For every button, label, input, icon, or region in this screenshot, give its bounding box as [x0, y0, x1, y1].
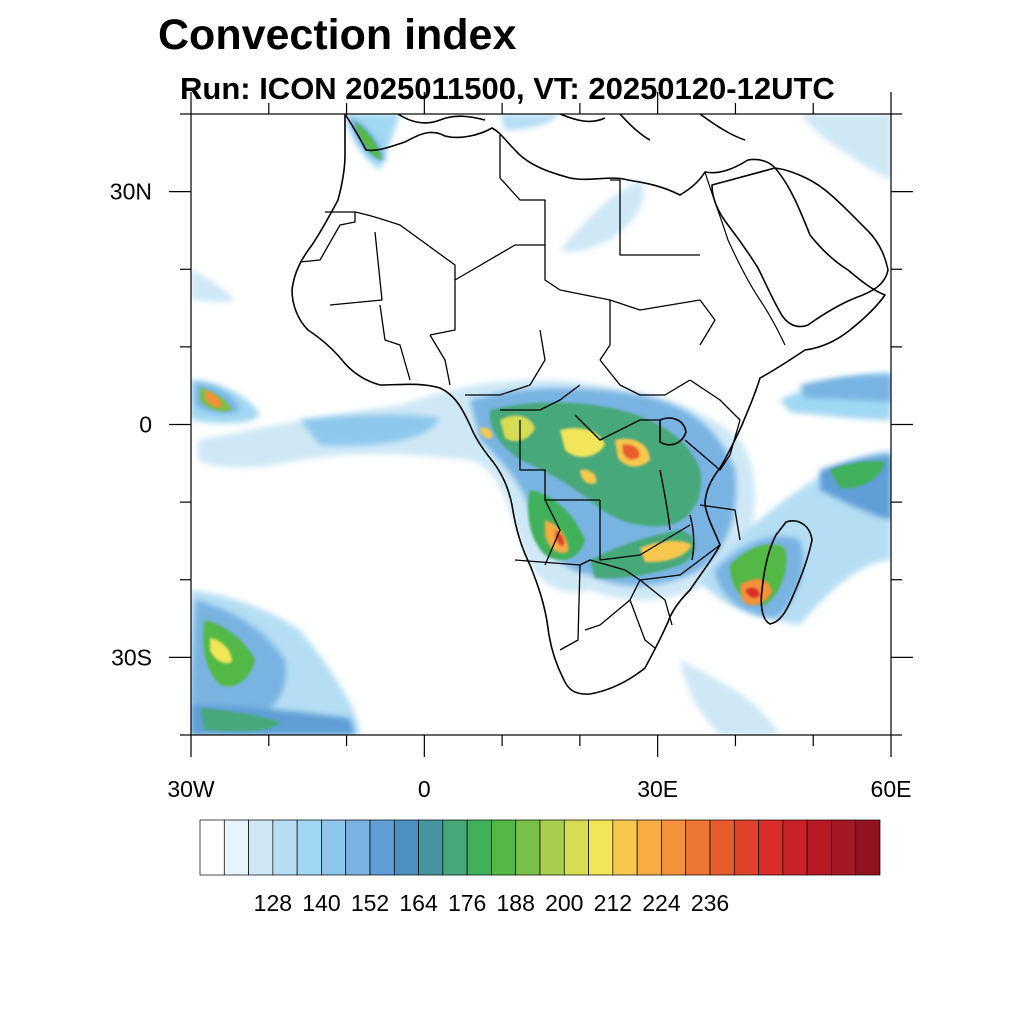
colorbar-swatch [855, 819, 881, 876]
field-hot [500, 415, 535, 442]
colorbar-swatch [612, 819, 638, 876]
lake-malawi [689, 514, 695, 561]
colorbar-swatch [539, 819, 565, 876]
colorbar-label: 128 [254, 890, 292, 916]
colorbar-swatch [321, 819, 347, 876]
field-hot [640, 540, 692, 563]
colorbar-label: 140 [302, 890, 340, 916]
colorbar-label: 224 [642, 890, 681, 916]
field-hot [480, 427, 493, 439]
lon-label: 0 [418, 776, 431, 802]
colorbar-swatch [248, 819, 274, 876]
field-hot [210, 638, 232, 664]
field-hot [622, 444, 640, 460]
field-hot [745, 587, 760, 598]
colorbar-swatch [272, 819, 298, 876]
colorbar-swatch [588, 819, 614, 876]
colorbar-label: 152 [351, 890, 389, 916]
colorbar-swatch [758, 819, 784, 876]
lat-label: 30N [110, 179, 152, 205]
arabia-coastline [711, 167, 889, 328]
field-envelope [560, 180, 644, 252]
field-hot [560, 428, 605, 457]
colorbar-swatch [515, 819, 541, 876]
lon-label: 30W [167, 776, 215, 802]
field-green [528, 490, 585, 560]
latitude-labels: 30N 0 30S [110, 179, 152, 671]
colorbar-swatch [733, 819, 759, 876]
madagascar-coastline [760, 520, 813, 625]
lon-label: 30E [637, 776, 678, 802]
colorbar-swatch [393, 819, 419, 876]
colorbar-label: 236 [691, 890, 729, 916]
lat-label: 0 [139, 412, 152, 438]
field-mid [300, 414, 440, 446]
colorbar-swatch [345, 819, 371, 876]
colorbar-swatch [466, 819, 492, 876]
lon-label: 60E [871, 776, 912, 802]
lat-label: 30S [111, 644, 152, 670]
field-envelope [500, 114, 560, 130]
field-green [200, 708, 280, 732]
country-borders [299, 135, 741, 651]
colorbar-swatch [442, 819, 468, 876]
field-green [489, 402, 701, 527]
colorbar-labels: 128 140 152 164 176 188 200 212 224 236 [254, 890, 730, 916]
coastlines-and-borders [291, 114, 889, 695]
axis-ticks [169, 92, 913, 757]
europe-coastline [397, 114, 746, 141]
lake-victoria [659, 417, 687, 446]
colorbar-label: 200 [545, 890, 583, 916]
convection-field [191, 114, 891, 735]
colorbar-swatch [806, 819, 832, 876]
colorbar-swatch [636, 819, 662, 876]
africa-coastline [291, 114, 886, 695]
red-sea [704, 171, 786, 346]
field-envelope [800, 114, 891, 180]
colorbar-swatch [831, 819, 857, 876]
colorbar [199, 819, 881, 876]
lake-tanganyika [659, 469, 671, 531]
colorbar-swatch [563, 819, 589, 876]
colorbar-label: 212 [594, 890, 632, 916]
colorbar-swatch [661, 819, 687, 876]
field-mid [800, 375, 891, 402]
colorbar-swatch [491, 819, 517, 876]
field-green [830, 461, 885, 489]
longitude-labels: 30W 0 30E 60E [167, 776, 911, 802]
field-envelope [680, 660, 780, 735]
colorbar-swatch [709, 819, 735, 876]
colorbar-swatch [296, 819, 322, 876]
field-hot [580, 469, 597, 484]
field-hot [555, 530, 565, 547]
field-envelope [191, 270, 235, 303]
colorbar-swatch [782, 819, 808, 876]
chart-subtitle: Run: ICON 2025011500, VT: 20250120-12UTC [180, 71, 835, 106]
colorbar-label: 164 [399, 890, 438, 916]
colorbar-label: 176 [448, 890, 486, 916]
colorbar-swatch [418, 819, 444, 876]
field-hot [205, 390, 222, 408]
colorbar-label: 188 [497, 890, 535, 916]
colorbar-swatch [223, 819, 249, 876]
colorbar-swatch [685, 819, 711, 876]
chart-title: Convection index [158, 11, 517, 59]
colorbar-swatch [199, 819, 225, 876]
colorbar-swatch [369, 819, 395, 876]
